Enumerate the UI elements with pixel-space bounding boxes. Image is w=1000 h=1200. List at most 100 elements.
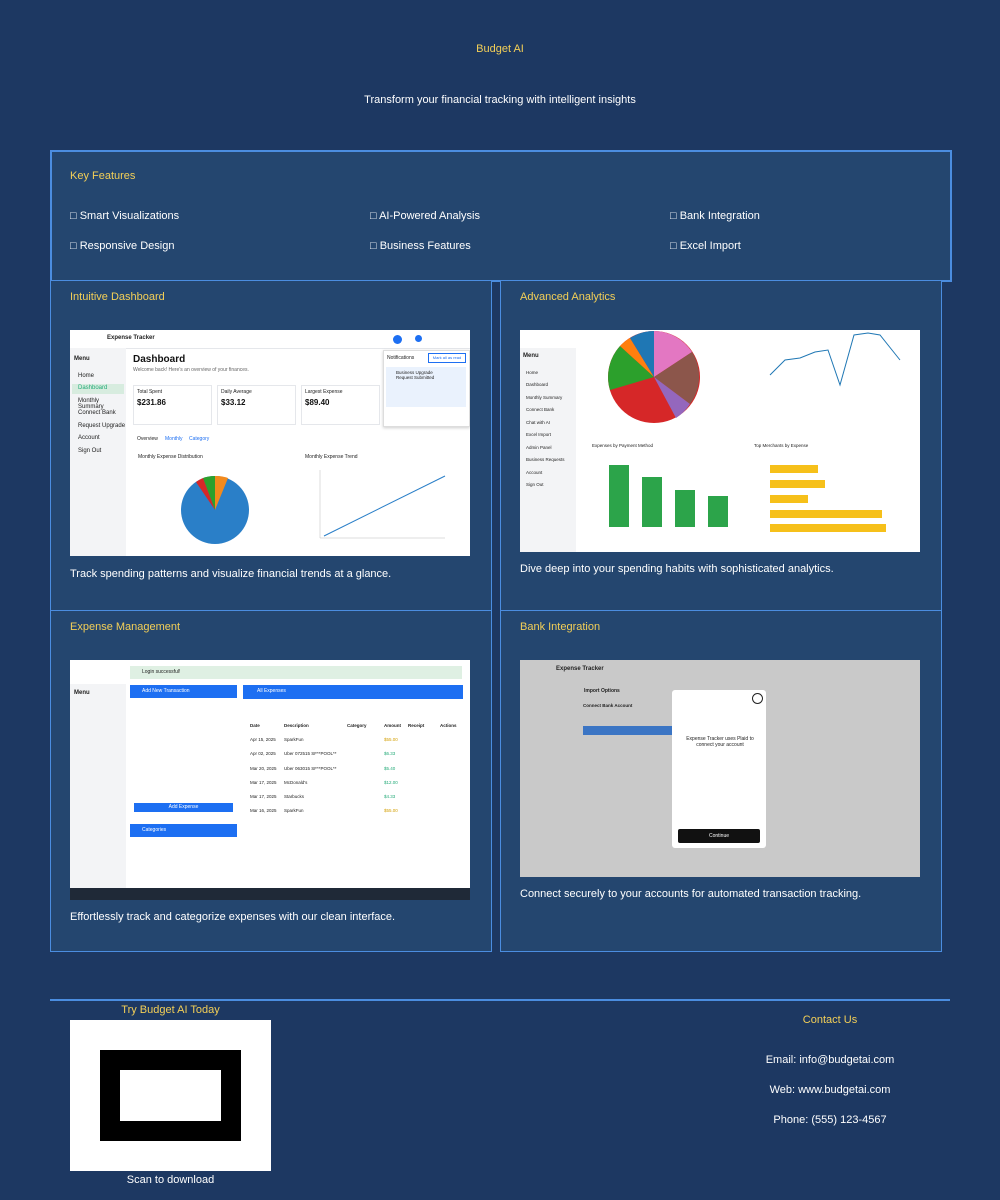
table-header: Category (347, 723, 367, 728)
mock-pie-chart (181, 475, 249, 544)
card-dashboard-heading: Intuitive Dashboard (70, 291, 165, 303)
categories-header: Categories (130, 824, 237, 837)
mock-menu-item: Account (78, 435, 100, 441)
continue-button[interactable]: Continue (678, 829, 760, 843)
dashboard-screenshot: Expense Tracker Menu Home Dashboard Mont… (70, 330, 470, 556)
analytics-screenshot: Menu Home Dashboard Monthly Summary Conn… (520, 330, 920, 552)
contact-email[interactable]: Email: info@budgetai.com (765, 1054, 895, 1066)
table-row: $4.33 (384, 794, 396, 799)
mock-menu-item: Monthly Summary (78, 398, 104, 410)
table-header: Amount (384, 723, 401, 728)
qr-code[interactable] (70, 1020, 271, 1171)
contact-web[interactable]: Web: www.budgetai.com (769, 1084, 891, 1096)
mock-menu-item: Dashboard (78, 385, 108, 391)
key-features-panel: Key Features □ Smart Visualizations □ AI… (50, 150, 952, 282)
table-row: Uber 063015 SF**POOL** (284, 766, 337, 771)
card-bank-heading: Bank Integration (520, 621, 601, 633)
mock-bar-chart (609, 465, 728, 527)
card-bank: Bank Integration Expense Tracker Import … (500, 610, 942, 952)
feature-excel-import: □ Excel Import (670, 240, 741, 252)
mock-menu-item: Request Upgrade (78, 423, 126, 429)
mock-line-chart (319, 470, 446, 539)
bank-screenshot: Expense Tracker Import Options Connect B… (520, 660, 920, 877)
table-row: Starbucks (284, 794, 305, 799)
mock-topbar: Expense Tracker (70, 330, 470, 349)
card-dashboard: Intuitive Dashboard Expense Tracker Menu… (50, 280, 492, 612)
mock-welcome: Welcome back! Here's an overview of your… (133, 367, 249, 373)
avatar (415, 335, 422, 342)
table-row: $55.00 (384, 737, 398, 742)
card-analytics-heading: Advanced Analytics (520, 291, 616, 303)
mock-menu-item: Connect Bank (78, 410, 116, 416)
success-banner: Login successful! (130, 666, 462, 679)
feature-responsive-design: □ Responsive Design (70, 240, 175, 252)
stat-card: Total Spent $231.86 (133, 385, 212, 425)
mock-line-chart (769, 332, 901, 387)
table-header: Actions (440, 723, 457, 728)
mock-app-name: Expense Tracker (556, 666, 604, 672)
cta-heading: Try Budget AI Today (121, 1004, 220, 1016)
card-bank-text: Connect securely to your accounts for au… (520, 888, 862, 900)
expense-screenshot: Login successful! Menu Add New Transacti… (70, 660, 470, 900)
mock-sidebar: Menu (70, 684, 126, 888)
mock-chart-title: Top Merchants by Expense (754, 443, 809, 448)
key-features-heading: Key Features (70, 170, 136, 182)
mock-tab: Overview (137, 436, 158, 442)
stat-card: Daily Average $33.12 (217, 385, 296, 425)
feature-business-features: □ Business Features (370, 240, 471, 252)
mock-chart-title: Monthly Expense Distribution (138, 454, 203, 460)
mark-all-read-button[interactable]: Mark all as read (428, 353, 466, 363)
close-icon[interactable] (752, 693, 763, 704)
table-row: Mar 20, 2025 (250, 766, 277, 771)
feature-ai-analysis: □ AI-Powered Analysis (370, 210, 480, 222)
mock-tab: Category (189, 436, 210, 442)
table-row: SparkFun (284, 737, 304, 742)
all-expenses-header: All Expenses (243, 685, 463, 699)
mock-connect-title: Connect Bank Account (583, 703, 633, 708)
mock-chart-title: Monthly Expense Trend (305, 454, 358, 460)
mock-import-title: Import Options (584, 688, 620, 694)
table-row: Apr 02, 2025 (250, 751, 276, 756)
add-transaction-header: Add New Transaction (130, 685, 237, 698)
scan-label: Scan to download (126, 1174, 215, 1186)
table-row: $55.00 (384, 808, 398, 813)
notifications-popup: Notifications Mark all as read Business … (383, 350, 470, 427)
card-analytics-text: Dive deep into your spending habits with… (520, 563, 834, 575)
page-title: Budget AI (476, 43, 524, 55)
connect-account-button[interactable] (583, 726, 673, 735)
card-expense: Expense Management Login successful! Men… (50, 610, 492, 952)
table-row: Mar 16, 2025 (250, 808, 277, 813)
card-dashboard-text: Track spending patterns and visualize fi… (70, 568, 392, 580)
plaid-modal: Expense Tracker uses Plaid to connect yo… (672, 690, 766, 848)
tagline: Transform your financial tracking with i… (364, 94, 636, 106)
table-header: Receipt (408, 723, 425, 728)
card-analytics: Advanced Analytics Menu Home Dashboard M… (500, 280, 942, 612)
table-row: $5.40 (384, 766, 396, 771)
table-row: $12.00 (384, 780, 398, 785)
contact-phone[interactable]: Phone: (555) 123-4567 (773, 1114, 887, 1126)
card-expense-heading: Expense Management (70, 621, 181, 633)
theme-icon (393, 335, 402, 344)
mock-pie-chart (608, 331, 700, 423)
add-expense-button[interactable]: Add Expense (134, 803, 233, 812)
stat-card: Largest Expense $89.40 (301, 385, 380, 425)
table-header: Date (250, 723, 260, 728)
mock-app-name: Expense Tracker (107, 335, 155, 341)
qr-pattern (100, 1050, 241, 1141)
mock-menu-item: Sign Out (78, 448, 102, 454)
mock-menu-item: Home (78, 373, 95, 379)
mock-chart-title: Expenses by Payment Method (592, 443, 654, 448)
mock-hbar-chart (770, 465, 886, 532)
table-row: Uber 072515 SF**POOL** (284, 751, 337, 756)
table-row: $6.33 (384, 751, 396, 756)
mock-dashboard-title: Dashboard (133, 354, 186, 365)
table-row: McDonald's (284, 780, 308, 785)
footer-divider (50, 999, 950, 1001)
table-header: Description (284, 723, 309, 728)
table-row: SparkFun (284, 808, 304, 813)
mock-tab: Monthly (165, 436, 183, 442)
mock-sidebar: Menu Home Dashboard Monthly Summary Conn… (520, 348, 576, 552)
table-row: Apr 15, 2025 (250, 737, 276, 742)
card-expense-text: Effortlessly track and categorize expens… (70, 911, 396, 923)
table-row: Mar 17, 2025 (250, 780, 277, 785)
